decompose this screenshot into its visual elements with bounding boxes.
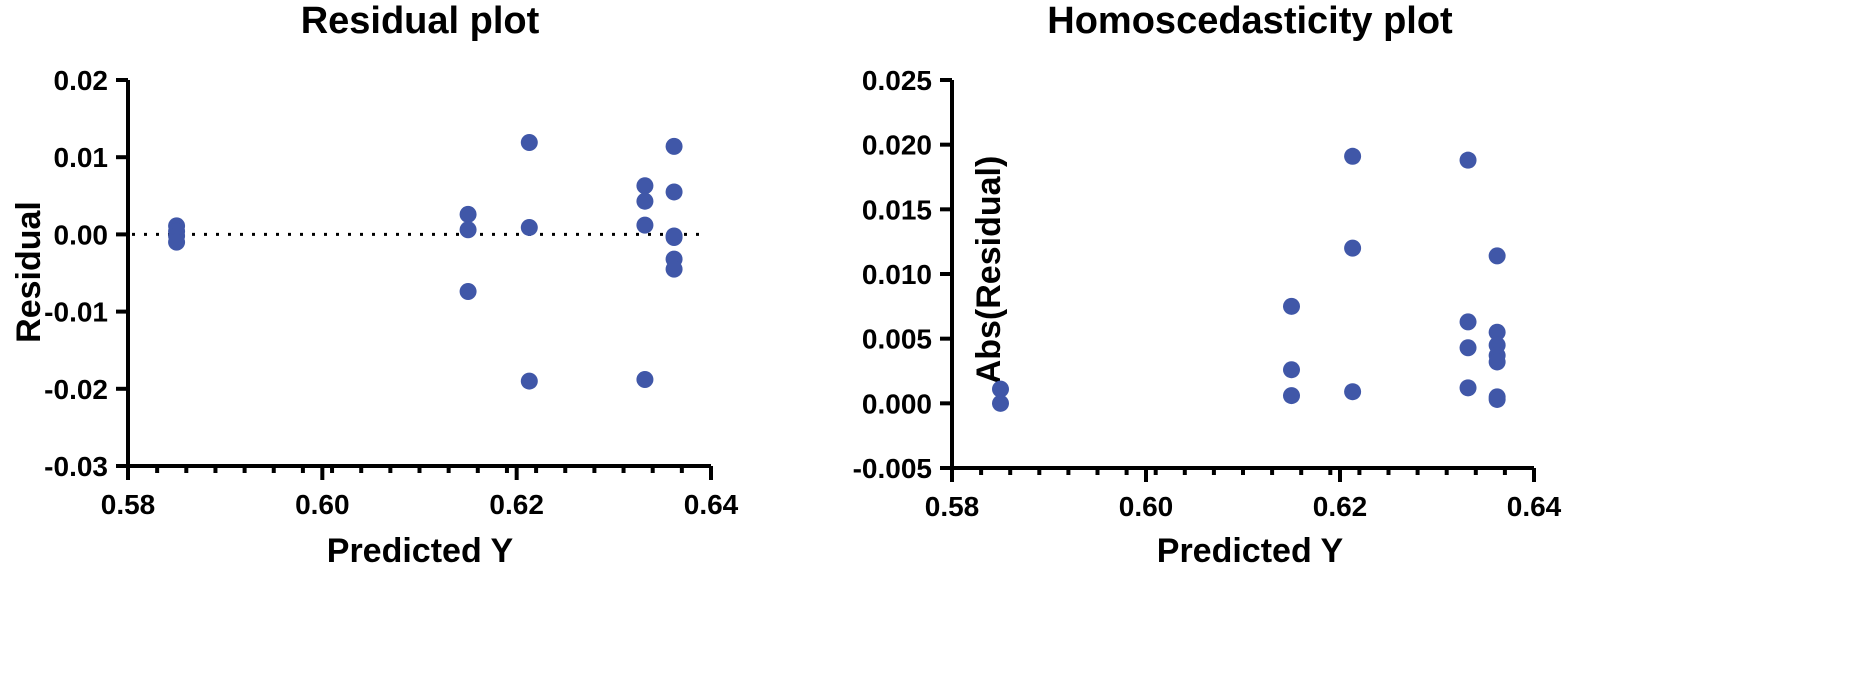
data-point	[520, 218, 538, 236]
data-point	[636, 192, 654, 210]
x-tick-label: 0.58	[925, 491, 980, 522]
data-point	[1488, 323, 1506, 341]
data-point	[1344, 147, 1362, 165]
residual-plot-area: -0.03 -0.02 -0.01 0.00 0.01 0.02 0.58 0.60 0.62 0…	[44, 65, 739, 520]
x-tick-label: 0.60	[1119, 491, 1174, 522]
y-tick-label: -0.03	[44, 451, 108, 482]
chart-title: Residual plot	[301, 0, 540, 42]
chart-title: Homoscedasticity plot	[1047, 0, 1453, 42]
data-point	[1459, 313, 1477, 331]
x-tick-label: 0.62	[489, 489, 544, 520]
data-point	[1459, 151, 1477, 169]
y-tick-label: -0.02	[44, 374, 108, 405]
y-tick-label: 0.015	[862, 194, 932, 225]
y-tick-label: 0.02	[54, 65, 109, 96]
data-point	[459, 221, 477, 239]
data-point	[1344, 383, 1362, 401]
y-tick-label: 0.01	[54, 142, 109, 173]
data-point	[1488, 353, 1506, 371]
y-tick-label: 0.025	[862, 65, 932, 96]
data-point	[665, 228, 683, 246]
data-point	[636, 216, 654, 234]
data-point	[520, 134, 538, 152]
y-tick-label: -0.01	[44, 297, 108, 328]
data-point	[992, 380, 1009, 398]
data-point	[459, 205, 477, 223]
homoscedasticity-plot: Homoscedasticity plot Predicted Y Abs(Re…	[853, 0, 1562, 570]
data-point	[1283, 297, 1300, 315]
data-point	[665, 137, 683, 155]
data-point	[665, 183, 683, 201]
y-tick-label: 0.020	[862, 130, 932, 161]
data-point	[520, 372, 538, 390]
data-point	[1459, 379, 1477, 397]
y-tick-label: 0.000	[862, 388, 932, 419]
data-point	[636, 371, 654, 389]
data-point	[1344, 239, 1362, 257]
x-tick-label: 0.64	[684, 489, 739, 520]
y-tick-label: 0.00	[54, 219, 109, 250]
x-tick-label: 0.62	[1313, 491, 1368, 522]
x-tick-label: 0.60	[295, 489, 350, 520]
data-point	[168, 233, 186, 251]
data-point	[1488, 390, 1506, 408]
data-point	[1488, 247, 1506, 265]
data-point	[459, 283, 477, 301]
data-point	[1283, 361, 1300, 379]
residual-plot: Residual plot Predicted Y Residual -0.03…	[10, 0, 739, 570]
y-tick-label: 0.005	[862, 324, 932, 355]
data-point	[1283, 387, 1300, 405]
x-tick-label: 0.58	[101, 489, 156, 520]
y-axis-label: Abs(Residual)	[970, 156, 1008, 385]
data-point	[665, 260, 683, 278]
data-point	[1459, 339, 1477, 357]
x-axis-label: Predicted Y	[1157, 532, 1344, 570]
homoscedasticity-plot-area: -0.005 0.000 0.005 0.010 0.015 0.020 0.025 0.58…	[853, 65, 1562, 522]
data-point	[636, 177, 654, 195]
x-axis-label: Predicted Y	[327, 532, 514, 570]
y-axis-label: Residual	[10, 201, 48, 343]
y-tick-label: -0.005	[853, 453, 932, 484]
y-tick-label: 0.010	[862, 259, 932, 290]
data-point	[992, 394, 1009, 412]
x-tick-label: 0.64	[1507, 491, 1562, 522]
